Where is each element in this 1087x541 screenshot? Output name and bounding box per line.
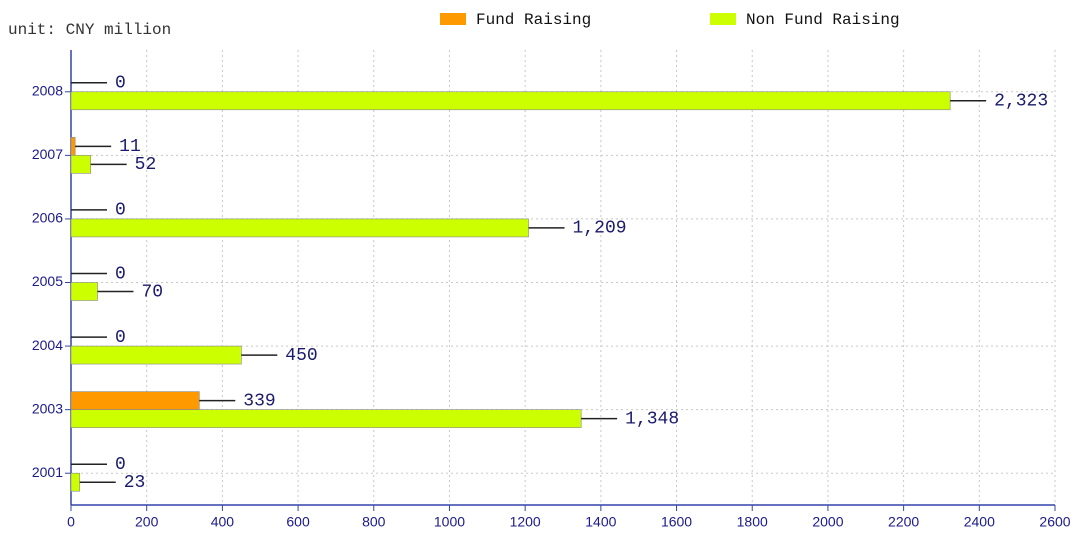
y-tick-label: 2005 xyxy=(32,273,63,289)
x-tick-label: 2200 xyxy=(888,514,919,530)
x-tick-label: 0 xyxy=(67,514,75,530)
x-tick-label: 600 xyxy=(286,514,310,530)
value-label: 1,348 xyxy=(625,409,679,429)
x-tick-label: 2000 xyxy=(812,514,843,530)
legend-label: Fund Raising xyxy=(476,11,591,29)
y-tick-label: 2006 xyxy=(32,210,63,226)
value-label: 2,323 xyxy=(994,92,1048,112)
bar xyxy=(70,345,242,365)
bar xyxy=(70,137,76,156)
value-label: 0 xyxy=(115,264,126,284)
bar xyxy=(70,282,98,301)
value-label: 11 xyxy=(119,137,141,157)
legend-label: Non Fund Raising xyxy=(746,11,900,29)
x-tick-label: 1400 xyxy=(585,514,616,530)
value-label: 339 xyxy=(243,391,275,411)
x-tick-label: 1800 xyxy=(737,514,768,530)
x-tick-label: 1200 xyxy=(510,514,541,530)
legend-swatch xyxy=(710,13,736,25)
legend-swatch xyxy=(440,13,466,25)
x-tick-label: 1600 xyxy=(661,514,692,530)
bar xyxy=(70,155,91,174)
unit-note: unit: CNY million xyxy=(8,21,171,39)
x-tick-label: 200 xyxy=(135,514,159,530)
value-label: 0 xyxy=(115,328,126,348)
value-label: 0 xyxy=(115,201,126,221)
bar xyxy=(70,472,81,492)
bar xyxy=(70,409,582,428)
value-label: 0 xyxy=(115,74,126,94)
x-tick-label: 800 xyxy=(362,514,386,530)
x-tick-label: 2400 xyxy=(964,514,995,530)
y-tick-label: 2001 xyxy=(32,464,63,480)
value-label: 23 xyxy=(124,473,146,493)
x-tick-label: 2600 xyxy=(1039,514,1070,530)
x-tick-label: 400 xyxy=(211,514,235,530)
y-tick-label: 2003 xyxy=(32,400,63,416)
bar xyxy=(70,91,951,111)
y-tick-label: 2004 xyxy=(32,337,63,353)
bar xyxy=(70,218,529,238)
value-label: 0 xyxy=(115,455,126,475)
bar xyxy=(70,391,200,410)
x-tick-label: 1000 xyxy=(434,514,465,530)
value-label: 1,209 xyxy=(573,219,627,239)
value-label: 52 xyxy=(135,155,157,175)
value-label: 450 xyxy=(285,346,317,366)
y-tick-label: 2008 xyxy=(32,82,63,98)
value-label: 70 xyxy=(141,282,163,302)
y-tick-label: 2007 xyxy=(32,146,63,162)
